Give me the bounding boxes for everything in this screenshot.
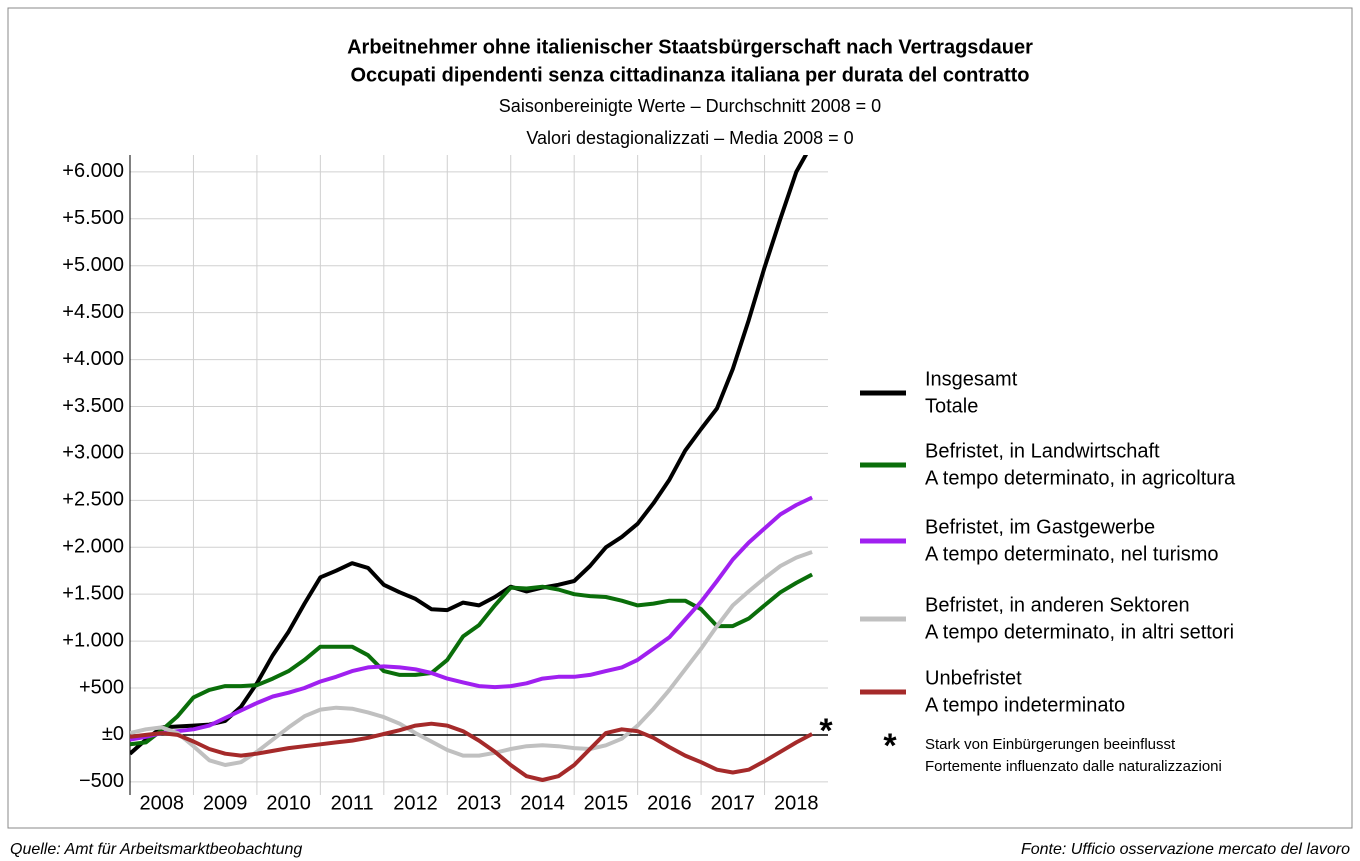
y-tick-label: +5.500 [62, 207, 124, 229]
series-line [130, 721, 814, 782]
x-tick-label: 2013 [457, 792, 502, 814]
legend-label: A tempo determinato, nel turismo [925, 543, 1218, 565]
legend-label: A tempo determinato, in altri settori [925, 621, 1234, 643]
note-marker: * [819, 712, 833, 750]
series-line [130, 572, 814, 747]
source: Fonte: Ufficio osservazione mercato del … [1021, 841, 1350, 858]
legend-label: A tempo determinato, in agricoltura [925, 467, 1236, 489]
source: Quelle: Amt für Arbeitsmarktbeobachtung [10, 841, 302, 858]
x-tick-label: 2018 [774, 792, 819, 814]
chart-title: Occupati dipendenti senza cittadinanza i… [350, 64, 1029, 86]
series-line [130, 155, 809, 756]
legend-label: Insgesamt [925, 368, 1018, 390]
y-tick-label: +4.500 [62, 301, 124, 323]
legend-label: A tempo indeterminato [925, 694, 1125, 716]
subtitle: Saisonbereinigte Werte – Durchschnitt 20… [499, 96, 881, 116]
note: Stark von Einbürgerungen beeinflusst [925, 736, 1176, 753]
y-tick-label: +1.500 [62, 582, 124, 604]
y-tick-label: −500 [79, 770, 124, 792]
y-tick-label: +6.000 [62, 160, 124, 182]
plot [130, 155, 814, 782]
chart-title: Arbeitnehmer ohne italienischer Staatsbü… [347, 36, 1033, 58]
x-tick-label: 2009 [203, 792, 248, 814]
y-tick-label: +4.000 [62, 348, 124, 370]
y-tick-label: +500 [79, 676, 124, 698]
note: Fortemente influenzato dalle naturalizza… [925, 758, 1222, 775]
y-tick-label: +2.000 [62, 536, 124, 558]
y-tick-label: +3.500 [62, 395, 124, 417]
x-tick-label: 2012 [393, 792, 438, 814]
legend-label: Totale [925, 395, 978, 417]
series-line [130, 550, 813, 767]
frame [7, 7, 1353, 829]
legend-label: Befristet, in anderen Sektoren [925, 594, 1190, 616]
legend-label: Unbefristet [925, 667, 1022, 689]
note-marker: * [883, 727, 897, 765]
x-tick-label: 2017 [711, 792, 756, 814]
subtitle: Valori destagionalizzati – Media 2008 = … [526, 128, 853, 148]
y-tick-label: +3.000 [62, 442, 124, 464]
x-tick-label: 2015 [584, 792, 629, 814]
x-tick-label: 2016 [647, 792, 692, 814]
y-tick-label: +2.500 [62, 489, 124, 511]
legend-label: Befristet, in Landwirtschaft [925, 440, 1160, 462]
series-line [130, 495, 813, 742]
y-tick-label: ±0 [102, 723, 124, 745]
x-tick-label: 2008 [139, 792, 184, 814]
legend-label: Befristet, im Gastgewerbe [925, 516, 1155, 538]
y-tick-label: +5.000 [62, 254, 124, 276]
x-tick-label: 2011 [331, 792, 374, 814]
x-tick-label: 2010 [266, 792, 311, 814]
y-tick-label: +1.000 [62, 629, 124, 651]
x-tick-label: 2014 [520, 792, 565, 814]
